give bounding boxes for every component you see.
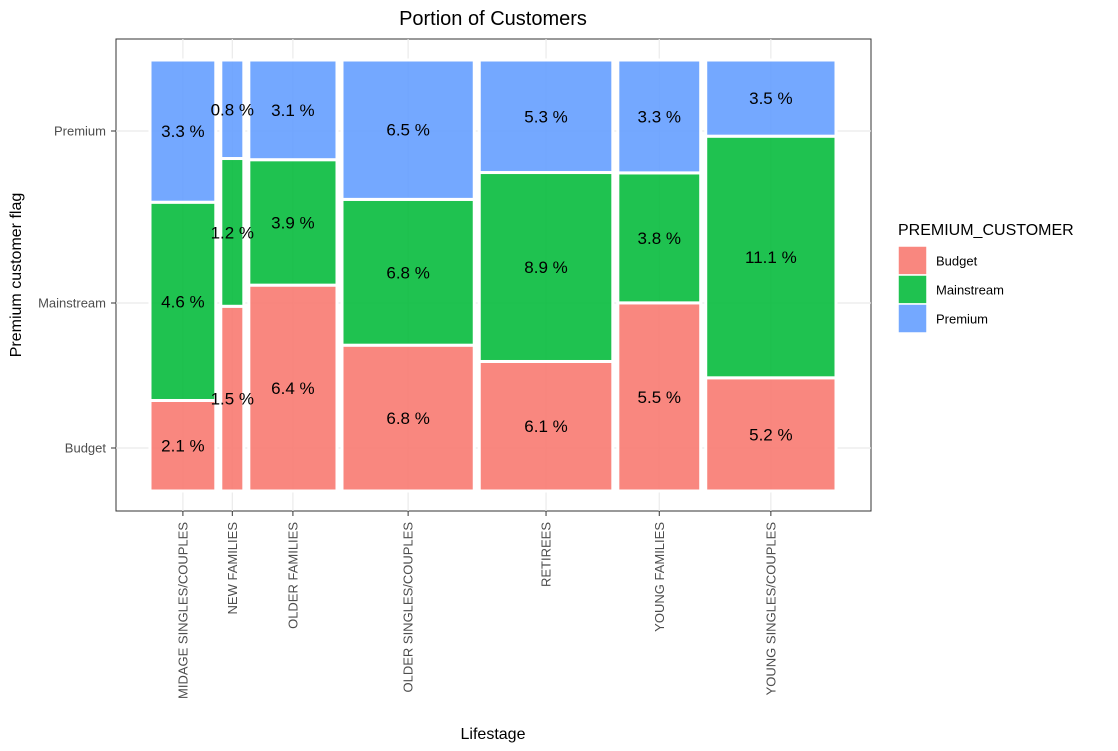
tile-label: 3.3 %: [638, 107, 681, 126]
tile-label: 6.1 %: [524, 417, 567, 436]
tile-premium: [616, 58, 703, 175]
tile-label: 0.8 %: [211, 100, 254, 119]
tile-label: 5.5 %: [638, 388, 681, 407]
legend-swatch-budget: [897, 245, 928, 276]
x-tick-label: OLDER SINGLES/COUPLES: [401, 522, 416, 693]
tile-label: 5.3 %: [524, 107, 567, 126]
tile-premium: [247, 58, 339, 162]
tile-label: 5.2 %: [749, 425, 792, 444]
tile-premium: [704, 58, 838, 138]
y-tick-label: Premium: [54, 124, 106, 139]
mosaic-tiles: [148, 58, 838, 493]
x-tick-label: NEW FAMILIES: [225, 522, 240, 615]
tile-premium: [219, 58, 246, 161]
tile-label: 3.5 %: [749, 89, 792, 108]
legend-label: Premium: [936, 312, 988, 327]
tile-label: 1.5 %: [211, 390, 254, 409]
tile-labels: 2.1 % 4.6 % 3.3 % 1.5 % 1.2 % 0.8 % 6.4 % 3.9 %…: [161, 89, 797, 456]
tile-label: 3.3 %: [161, 122, 204, 141]
tile-label: 2.1 %: [161, 437, 204, 456]
x-tick-label: OLDER FAMILIES: [285, 522, 300, 629]
legend-swatch-premium: [897, 303, 928, 334]
tile-label: 4.6 %: [161, 292, 204, 311]
y-axis-title: Premium customer flag: [8, 193, 25, 358]
tile-premium: [477, 58, 615, 175]
tile-label: 3.8 %: [638, 229, 681, 248]
tile-label: 3.9 %: [271, 213, 314, 232]
x-tick-label: RETIREES: [539, 522, 554, 587]
tile-mainstream: [704, 134, 838, 380]
x-tick-label: MIDAGE SINGLES/COUPLES: [175, 522, 190, 699]
tile-label: 11.1 %: [745, 248, 797, 267]
x-axis-title: Lifestage: [461, 726, 526, 743]
x-tick-label: YOUNG SINGLES/COUPLES: [763, 522, 778, 696]
chart-title: Portion of Customers: [399, 8, 587, 30]
legend-swatch-mainstream: [897, 274, 928, 305]
legend-title: PREMIUM_CUSTOMER: [898, 222, 1074, 239]
tile-budget: [477, 359, 615, 493]
tile-label: 6.5 %: [386, 121, 429, 140]
x-tick-label: YOUNG FAMILIES: [652, 522, 667, 632]
legend-label: Mainstream: [936, 283, 1004, 298]
tile-premium: [340, 58, 476, 201]
y-tick-label: Mainstream: [38, 296, 106, 311]
tile-label: 6.8 %: [386, 409, 429, 428]
tile-mainstream: [148, 200, 218, 402]
tile-budget: [247, 283, 339, 493]
tile-label: 6.4 %: [271, 379, 314, 398]
legend: PREMIUM_CUSTOMER Budget Mainstream Premium: [897, 222, 1074, 334]
tile-label: 8.9 %: [524, 258, 567, 277]
tile-mainstream: [477, 171, 615, 363]
y-tick-label: Budget: [65, 441, 107, 456]
legend-label: Budget: [936, 254, 978, 269]
tile-premium: [148, 58, 218, 204]
tile-label: 3.1 %: [271, 101, 314, 120]
tile-label: 6.8 %: [386, 263, 429, 282]
y-axis: Budget Mainstream Premium: [38, 124, 116, 456]
tile-budget: [340, 343, 476, 493]
tile-label: 1.2 %: [211, 223, 254, 242]
x-axis: MIDAGE SINGLES/COUPLES NEW FAMILIES OLDER …: [175, 511, 778, 699]
